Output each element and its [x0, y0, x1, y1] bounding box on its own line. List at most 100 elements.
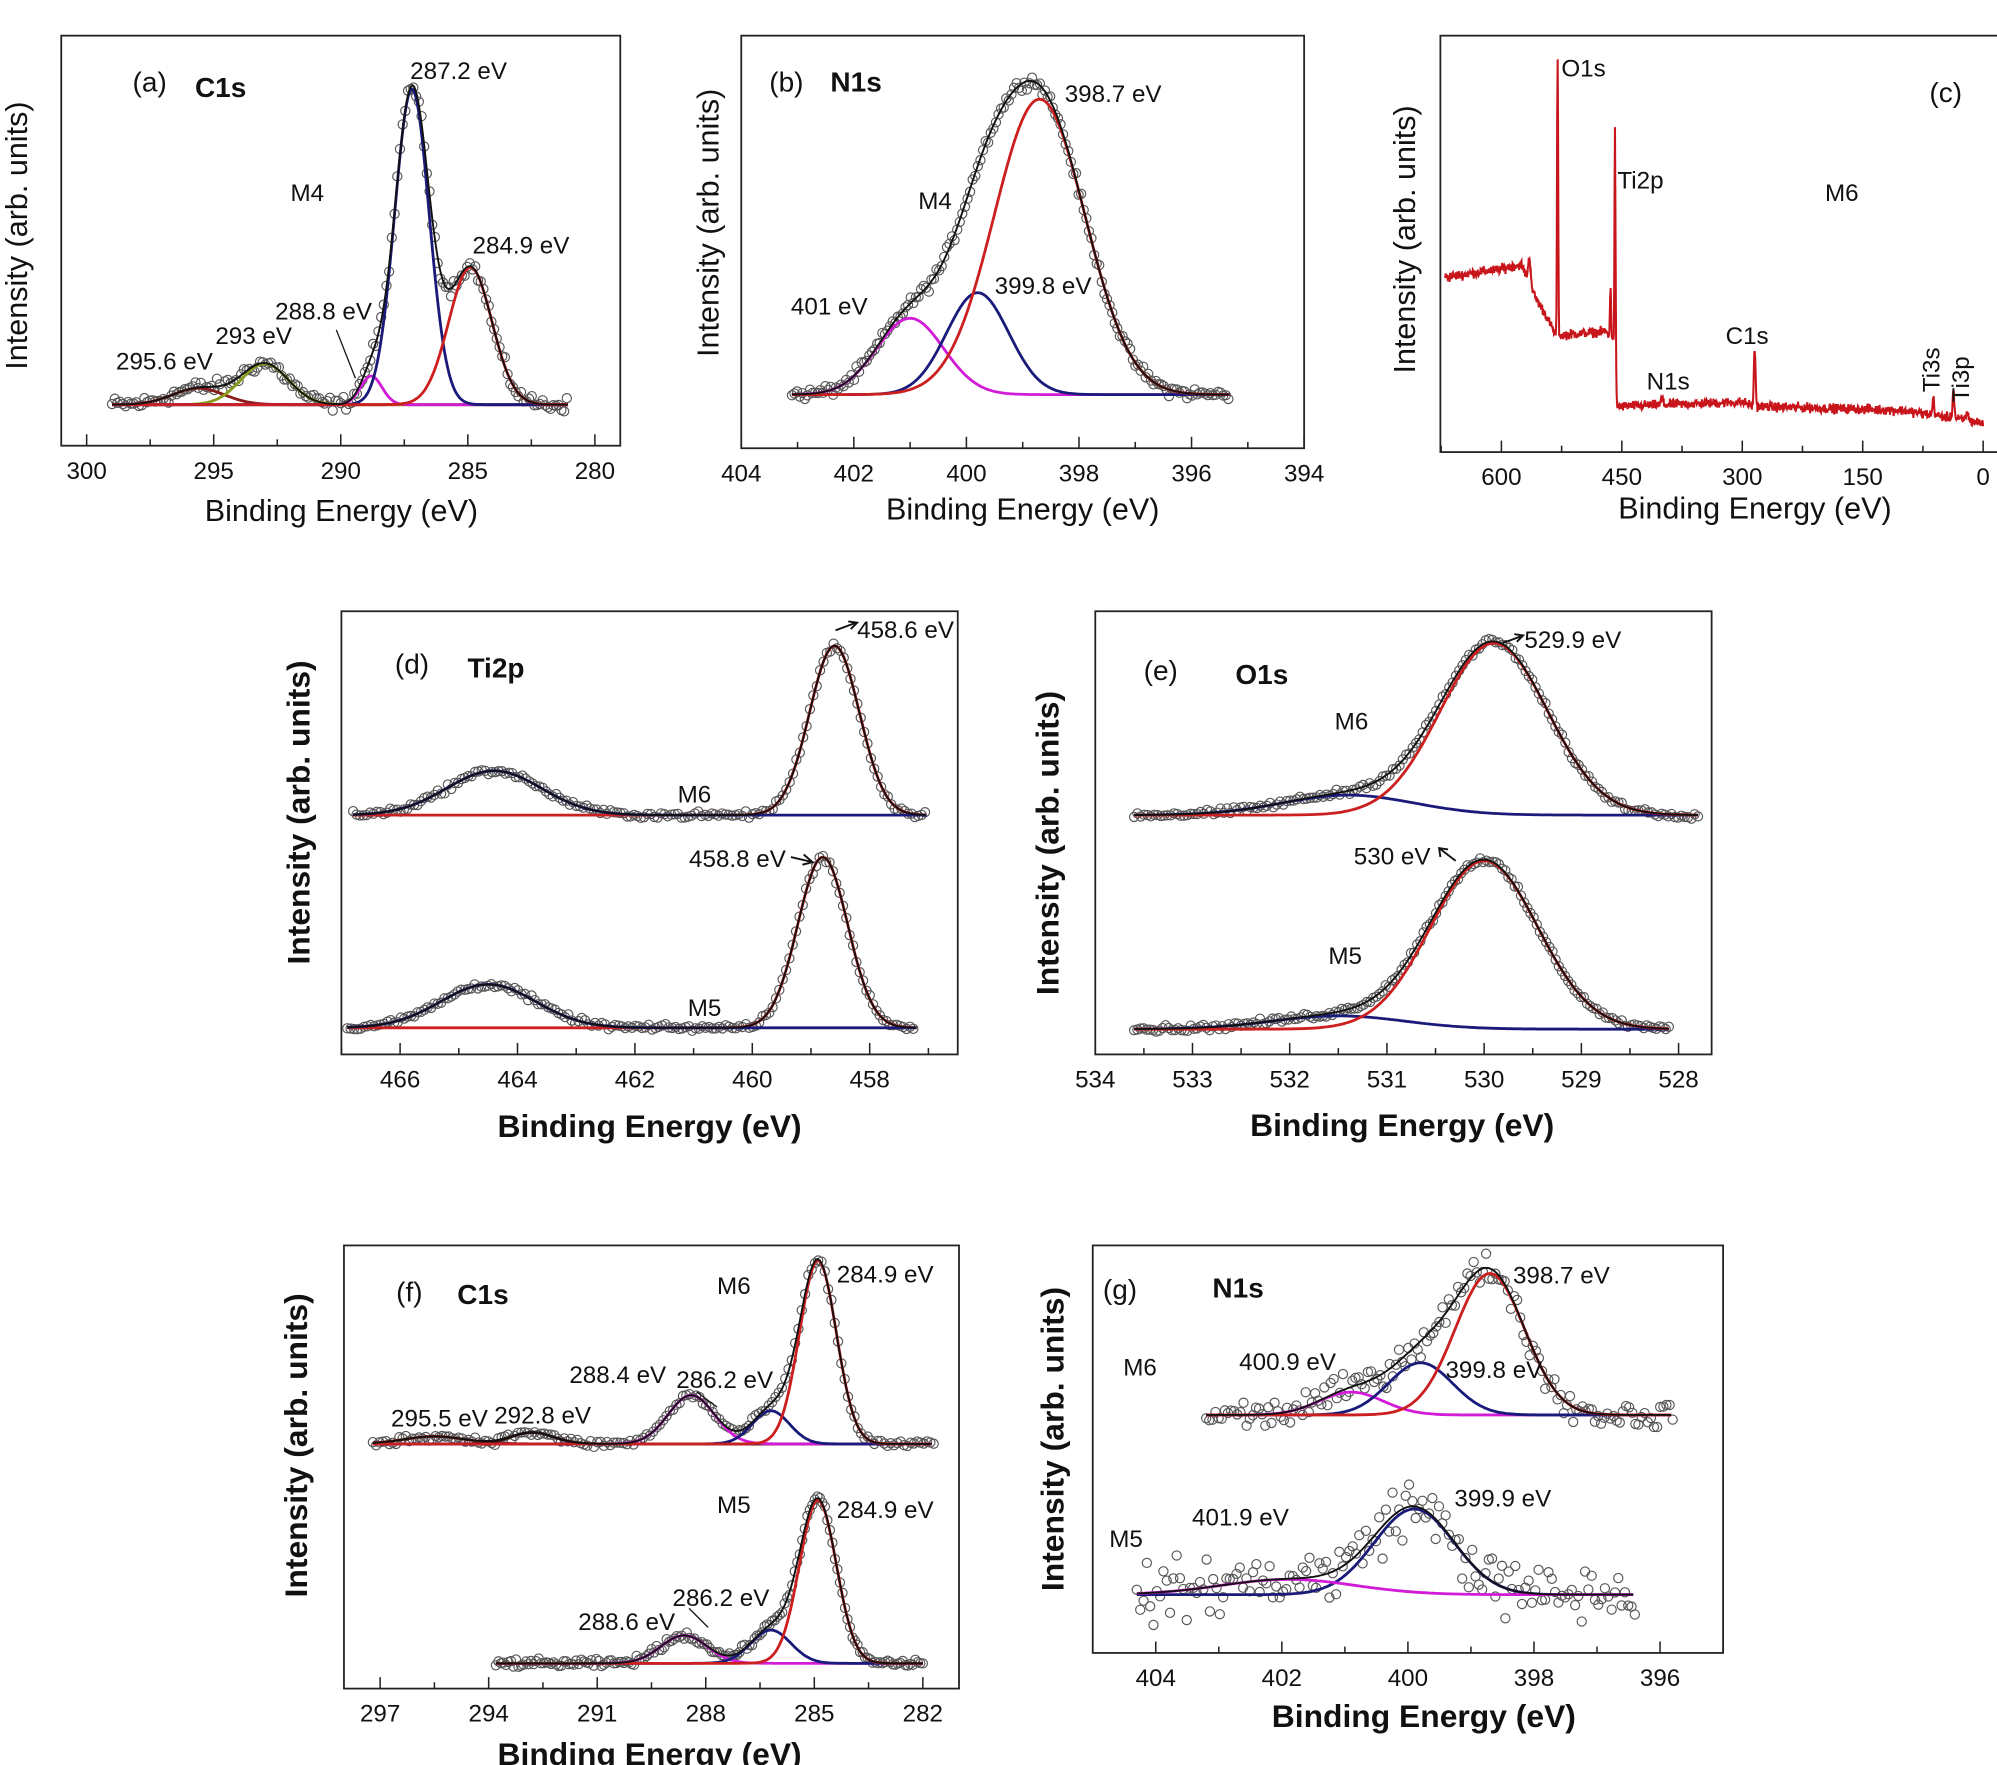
data-point	[1610, 1015, 1621, 1026]
data-point	[1589, 1416, 1601, 1427]
x-axis-title: Binding Energy (eV)	[1250, 1107, 1554, 1143]
y-axis-title: Intensity (arb. units)	[1034, 1287, 1070, 1591]
data-point	[1452, 874, 1464, 885]
data-point	[794, 391, 805, 402]
data-point	[1309, 1388, 1321, 1399]
component-curve	[112, 265, 568, 407]
panel-label: (b)	[769, 67, 803, 98]
data-point	[1132, 808, 1143, 819]
data-point	[1569, 985, 1580, 996]
component-curve	[1206, 1272, 1672, 1417]
data-point	[499, 352, 511, 363]
data-point	[1380, 1504, 1392, 1515]
data-point	[838, 652, 849, 663]
data-point	[1619, 1587, 1631, 1598]
envelope-curve	[1134, 640, 1699, 816]
data-point	[502, 368, 513, 380]
data-point	[684, 1389, 695, 1400]
data-point	[699, 1639, 710, 1650]
leader-line	[696, 1391, 718, 1408]
data-point	[1374, 988, 1385, 1000]
x-tick-label: 394	[1284, 460, 1324, 487]
data-point	[1658, 1401, 1669, 1412]
peak-label: O1s	[1561, 55, 1605, 82]
x-tick-label: 533	[1172, 1067, 1212, 1094]
data-point	[1391, 763, 1402, 774]
data-point	[1603, 1012, 1615, 1024]
peak-label: 292.8 eV	[494, 1403, 592, 1430]
chart-7: 404 402 400 398 396	[1091, 1244, 1724, 1692]
peak-label: 401 eV	[791, 294, 869, 321]
data-point	[1324, 1592, 1335, 1603]
data-point	[1533, 1564, 1544, 1575]
data-point	[554, 792, 565, 803]
data-point	[1360, 1525, 1372, 1536]
data-point	[1663, 1021, 1675, 1032]
peak-label: 286.2 eV	[676, 1367, 774, 1394]
data-point	[445, 991, 457, 1002]
x-tick-label: 528	[1658, 1067, 1698, 1094]
peak-label: 399.8 eV	[1445, 1357, 1543, 1384]
data-point	[1140, 372, 1151, 383]
peak-label: 399.9 eV	[1454, 1485, 1552, 1512]
data-point	[1493, 1573, 1504, 1584]
envelope-curve	[353, 644, 927, 817]
data-point	[1300, 1387, 1311, 1398]
data-point	[1541, 936, 1552, 948]
peak-label: 529.9 eV	[1524, 627, 1622, 654]
data-point	[853, 366, 865, 377]
data-point	[1337, 1561, 1348, 1572]
data-point	[902, 1660, 913, 1671]
data-point	[919, 807, 931, 818]
data-point	[1217, 1592, 1229, 1603]
data-point	[1513, 654, 1525, 665]
data-point	[1397, 1535, 1408, 1546]
x-tick-label: 532	[1270, 1067, 1310, 1094]
peak-label: 295.5 eV	[391, 1405, 489, 1432]
data-point	[525, 1655, 537, 1667]
plot-layer: 300 295 290 285 280 404 402 400 398 396 394 600 450 3…	[60, 34, 1997, 1728]
data-point	[1440, 1317, 1451, 1329]
x-tick-label: 294	[468, 1701, 508, 1728]
data-point	[676, 812, 687, 823]
data-point	[1135, 1604, 1146, 1615]
peak-label: 284.9 eV	[837, 1497, 935, 1524]
data-point	[1032, 79, 1043, 91]
x-tick-label: 285	[794, 1701, 834, 1728]
sample-label: M6	[1123, 1354, 1157, 1381]
data-point	[1241, 1420, 1252, 1431]
panel-title: Ti2p	[467, 652, 524, 683]
data-point	[1145, 1601, 1156, 1612]
data-point	[526, 1429, 537, 1440]
data-point	[827, 866, 839, 877]
data-point	[1211, 1582, 1222, 1594]
peak-label: 284.9 eV	[473, 232, 571, 259]
data-point	[1595, 1418, 1607, 1429]
x-tick-label: 460	[732, 1067, 772, 1094]
y-axis-title: Intensity (arb. units)	[1029, 691, 1065, 995]
data-point	[1013, 82, 1025, 94]
data-point	[271, 362, 282, 373]
data-point	[365, 355, 376, 366]
sample-label: M5	[717, 1492, 751, 1519]
data-point	[1543, 1567, 1554, 1578]
data-point	[1238, 1397, 1249, 1408]
data-point	[1440, 1510, 1451, 1521]
data-point	[1394, 760, 1405, 771]
data-point	[598, 1440, 610, 1452]
panel-b: (b) N1s M4 398.7 eV 399.8 eV 401 eV Inte…	[691, 67, 1162, 527]
data-point	[287, 380, 298, 392]
data-point	[1553, 726, 1564, 738]
data-point	[1546, 1573, 1557, 1584]
data-point	[1613, 1572, 1624, 1584]
data-point	[779, 1598, 790, 1609]
data-point	[1549, 1374, 1560, 1385]
data-point	[1034, 78, 1046, 89]
data-point	[831, 643, 843, 654]
data-point	[882, 1440, 893, 1452]
data-point	[1371, 991, 1382, 1002]
panel-title: C1s	[195, 72, 246, 103]
data-point	[1271, 1581, 1282, 1592]
data-point	[527, 778, 538, 789]
data-point	[769, 1615, 780, 1626]
